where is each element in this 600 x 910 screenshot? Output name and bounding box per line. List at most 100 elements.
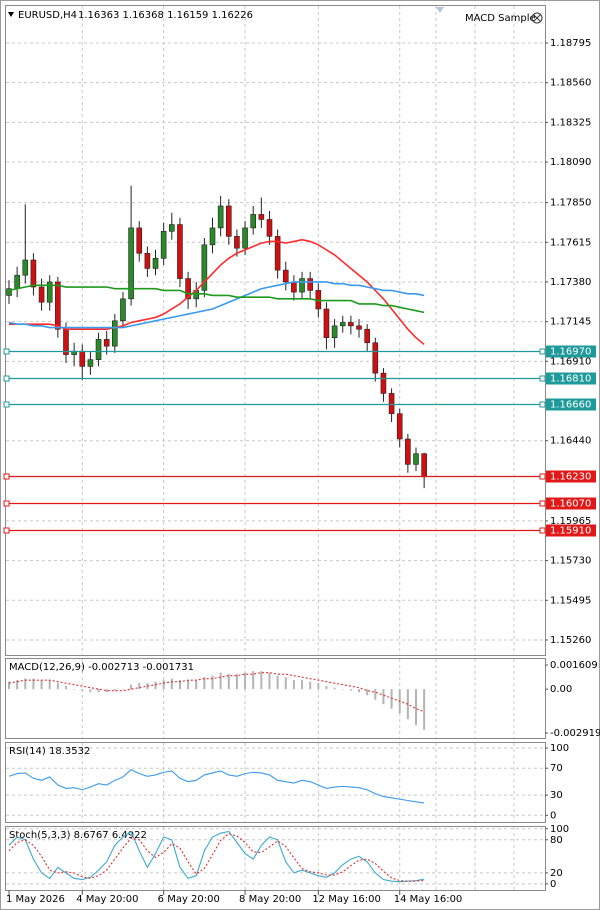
candle-body [87,359,94,367]
candle-body [201,244,208,291]
candle-body [95,339,102,360]
level-label-box [546,497,596,510]
candle-body [234,236,240,249]
y-tick-label: 1.16910 [550,356,591,367]
y-tick-label: 1.18795 [550,38,591,49]
candle-body [63,328,69,355]
histogram-bar [203,677,206,690]
candle-body [323,308,330,338]
histogram-bar [48,680,51,690]
histogram-bar [317,683,320,690]
level-handle [3,401,10,408]
histogram-bar [358,689,361,693]
level-label-box [546,524,596,537]
histogram-bar [121,689,124,690]
indicator-line [8,833,425,882]
level-handle [3,500,10,507]
x-tick-label: 6 May 20:00 [158,894,220,905]
y-tick-label: 1.15495 [550,595,591,606]
histogram-bar [40,680,43,690]
level-handle [539,401,546,408]
histogram-bar [219,672,222,690]
histogram-bar [349,689,352,691]
y-tick-label: 1.18090 [550,157,591,168]
histogram-bar [333,687,336,690]
candle-body [421,453,427,478]
expert-icon[interactable] [531,12,543,24]
y-tick-label: 1.15730 [550,556,591,567]
candle-body [38,286,45,303]
quote: 1.16363 1.16368 1.16159 1.16226 [78,10,253,21]
level-handle [3,348,10,355]
histogram-bar [64,686,67,690]
candle-body [185,278,191,300]
candle-body [209,227,216,246]
y-tick-label: 0 [550,879,556,890]
y-tick-label: 1.15965 [550,516,591,527]
candle-body [225,205,232,237]
candle-body [120,298,126,322]
histogram-bar [138,683,141,690]
histogram-bar [268,672,271,690]
histogram-bar [211,675,214,690]
candle-body [14,274,20,290]
histogram-bar [81,689,84,691]
histogram-bar [162,680,165,690]
rsi-panel [5,742,546,823]
histogram-bar [227,674,230,690]
candle-body [299,278,305,293]
histogram-bar [16,680,19,690]
histogram-bar [73,689,76,690]
indicator-line [8,281,425,329]
y-tick-label: 70 [550,763,563,774]
level-handle [539,348,546,355]
candle-body [282,269,289,283]
candle-body [307,278,313,291]
histogram-bar [390,689,393,709]
candle-body [79,350,86,367]
candle-body [405,438,411,465]
indicator-line [9,238,425,346]
histogram-bar [235,674,238,690]
histogram-bar [56,683,59,690]
candle-body [364,328,370,344]
y-tick-label: 1.18325 [550,117,591,128]
candle-body [274,236,281,271]
y-tick-label: 1.17850 [550,198,591,209]
candle-body [339,322,346,327]
candle-body [388,393,395,414]
y-tick-label: 1.16440 [550,436,591,447]
histogram-bar [154,681,157,690]
y-tick-label: 0 [550,810,556,821]
macd-panel [5,658,546,739]
histogram-bar [32,678,35,690]
histogram-bar [252,671,255,690]
y-tick-label: 20 [550,868,563,879]
level-label-box [546,470,596,483]
indicator-line [8,830,425,883]
candle-body [169,224,175,232]
menu-arrow[interactable] [8,12,14,17]
y-tick-label: 1.17145 [550,317,591,328]
shift-marker [436,7,444,13]
histogram-bar [8,681,10,690]
histogram-bar [97,689,100,693]
panel-title: Stoch(5,3,3) 8.6767 6.4922 [9,830,147,841]
candle-body [22,259,29,276]
indicator-line [8,672,425,713]
candle-body [266,219,273,237]
level-label: 1.16070 [550,499,591,510]
histogram-bar [244,672,247,690]
histogram-bar [24,678,27,690]
candle-body [152,258,159,269]
candle-body [46,281,53,303]
histogram-bar [382,689,385,705]
y-tick-label: 0.001609 [550,660,598,671]
candle-body [177,224,183,279]
candle-body [6,288,12,296]
candle-body [144,252,151,269]
histogram-bar [260,671,263,690]
candle-body [30,259,37,288]
indicator-line [8,284,425,314]
x-tick-label: 8 May 20:00 [239,894,301,905]
